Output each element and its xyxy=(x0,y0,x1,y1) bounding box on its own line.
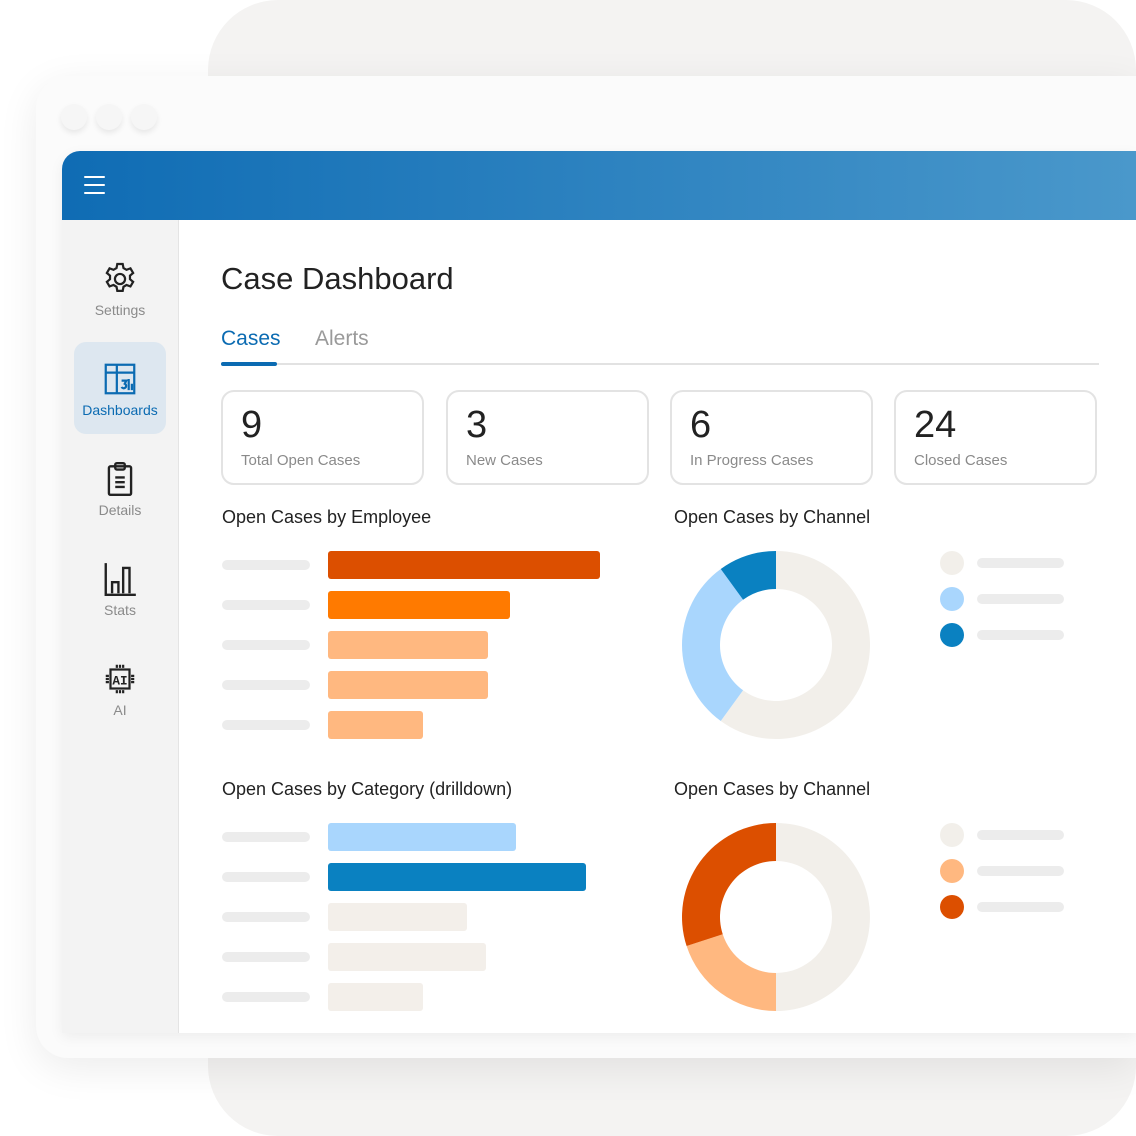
stat-card-total-open[interactable]: 9 Total Open Cases xyxy=(221,390,424,485)
sidebar-item-ai[interactable]: AI AI xyxy=(74,642,166,734)
svg-text:AI: AI xyxy=(112,674,127,689)
stat-card-closed[interactable]: 24 Closed Cases xyxy=(894,390,1097,485)
window-dot[interactable] xyxy=(61,104,87,130)
donut-slice[interactable] xyxy=(686,934,776,1011)
bar-label-placeholder xyxy=(222,560,310,570)
chart-title: Open Cases by Employee xyxy=(222,507,432,527)
legend-swatch xyxy=(940,895,964,919)
donut-slice[interactable] xyxy=(720,551,776,600)
page-title: Case Dashboard xyxy=(221,261,454,296)
legend-swatch xyxy=(940,859,964,883)
window-dot[interactable] xyxy=(131,104,157,130)
stat-card-new[interactable]: 3 New Cases xyxy=(446,390,649,485)
stat-label: Total Open Cases xyxy=(241,452,361,469)
sidebar-item-label: AI xyxy=(113,702,127,718)
legend-label-placeholder xyxy=(977,902,1064,912)
chart-title: Open Cases by Channel xyxy=(674,507,871,527)
tab-divider xyxy=(221,363,1099,365)
chart-title: Open Cases by Channel xyxy=(674,779,871,799)
sidebar-item-label: Settings xyxy=(94,302,146,318)
ai-chip-icon: AI xyxy=(105,664,135,694)
sidebar: Settings Dashboards Details Stats AI AI xyxy=(62,220,179,1033)
donut-chart xyxy=(682,823,870,1011)
donut-slice[interactable] xyxy=(776,823,870,1011)
bar-label-placeholder xyxy=(222,600,310,610)
stat-card-in-progress[interactable]: 6 In Progress Cases xyxy=(670,390,873,485)
bar-chart-icon xyxy=(104,563,136,597)
legend-swatch xyxy=(940,823,964,847)
sidebar-item-details[interactable]: Details xyxy=(74,442,166,534)
top-header xyxy=(62,151,1136,220)
legend-label-placeholder xyxy=(977,558,1064,568)
window-dot[interactable] xyxy=(96,104,122,130)
app-frame: Settings Dashboards Details Stats AI AI … xyxy=(62,151,1136,1033)
stat-value: 24 xyxy=(914,404,957,446)
bar-label-placeholder xyxy=(222,640,310,650)
bar[interactable] xyxy=(328,711,424,739)
legend-label-placeholder xyxy=(977,866,1064,876)
bar-label-placeholder xyxy=(222,832,310,842)
donut-slice[interactable] xyxy=(682,823,776,947)
legend-label-placeholder xyxy=(977,594,1064,604)
bar-label-placeholder xyxy=(222,680,310,690)
bar[interactable] xyxy=(328,591,511,619)
legend-label-placeholder xyxy=(977,630,1064,640)
clipboard-icon xyxy=(107,461,133,497)
bar[interactable] xyxy=(328,903,467,931)
legend-label-placeholder xyxy=(977,830,1064,840)
stat-label: Closed Cases xyxy=(914,452,1008,469)
stat-label: New Cases xyxy=(466,452,543,469)
gear-icon xyxy=(105,262,135,292)
legend-swatch xyxy=(940,551,964,575)
stat-value: 6 xyxy=(690,404,712,446)
hamburger-icon[interactable] xyxy=(84,176,105,194)
tab-alerts[interactable]: Alerts xyxy=(315,327,369,350)
bar[interactable] xyxy=(328,671,489,699)
legend-swatch xyxy=(940,623,964,647)
sidebar-item-label: Details xyxy=(98,502,142,518)
bar[interactable] xyxy=(328,943,486,971)
bar[interactable] xyxy=(328,823,516,851)
sidebar-item-label: Stats xyxy=(104,602,136,618)
bar-label-placeholder xyxy=(222,720,310,730)
bar[interactable] xyxy=(328,551,600,579)
sidebar-item-label: Dashboards xyxy=(82,402,158,418)
stat-value: 3 xyxy=(466,404,488,446)
stat-label: In Progress Cases xyxy=(690,452,814,469)
stat-value: 9 xyxy=(241,404,263,446)
sidebar-item-settings[interactable]: Settings xyxy=(74,242,166,334)
sidebar-item-stats[interactable]: Stats xyxy=(74,542,166,634)
bar[interactable] xyxy=(328,983,424,1011)
donut-chart xyxy=(682,551,870,739)
bar-label-placeholder xyxy=(222,952,310,962)
donut-slice[interactable] xyxy=(720,551,870,739)
bar[interactable] xyxy=(328,631,489,659)
legend-swatch xyxy=(940,587,964,611)
sidebar-item-dashboards[interactable]: Dashboards xyxy=(74,342,166,434)
dashboard-icon xyxy=(104,363,136,395)
bar-label-placeholder xyxy=(222,912,310,922)
bar-label-placeholder xyxy=(222,872,310,882)
active-tab-indicator xyxy=(221,362,277,366)
bar-label-placeholder xyxy=(222,992,310,1002)
chart-title: Open Cases by Category (drilldown) xyxy=(222,779,513,799)
donut-slice[interactable] xyxy=(682,568,744,722)
tab-cases[interactable]: Cases xyxy=(221,327,281,350)
bar[interactable] xyxy=(328,863,587,891)
